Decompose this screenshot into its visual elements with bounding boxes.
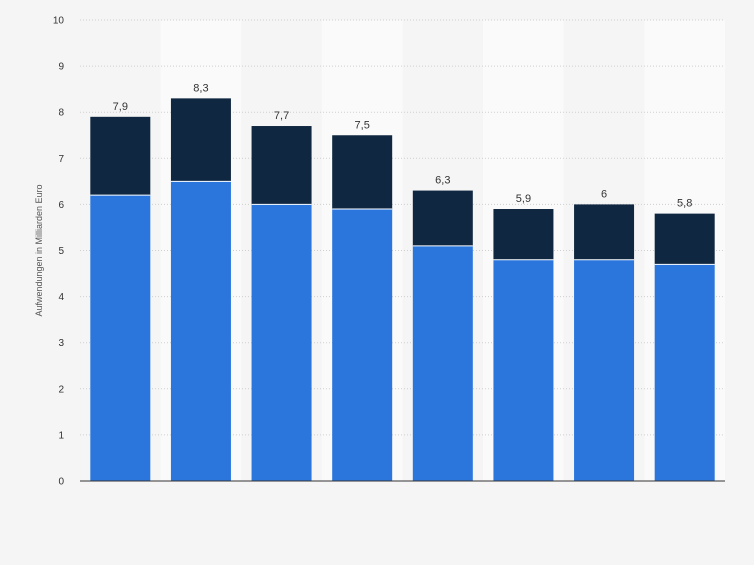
bar-segment-upper — [90, 116, 151, 196]
y-tick-label: 7 — [58, 154, 64, 165]
bar-segment-upper — [654, 213, 715, 265]
data-label: 7,7 — [274, 110, 289, 122]
y-axis-ticks: 0 1 2 3 4 5 6 7 8 9 10 — [53, 16, 65, 488]
y-tick-label: 8 — [58, 108, 64, 119]
bar-segment-lower — [90, 195, 151, 481]
data-label: 8,3 — [193, 82, 208, 94]
data-label: 6 — [601, 188, 607, 200]
bar-segment-upper — [251, 126, 312, 205]
bar-segment-upper — [412, 190, 473, 246]
y-tick-label: 1 — [58, 430, 64, 441]
bar-segment-upper — [170, 98, 231, 182]
bar-segment-upper — [493, 209, 554, 260]
data-label: 6,3 — [435, 175, 450, 187]
bar-segment-lower — [170, 181, 231, 481]
y-tick-label: 10 — [53, 16, 65, 27]
bar-segment-lower — [493, 259, 554, 481]
bar-segment-lower — [251, 204, 312, 481]
y-tick-label: 6 — [58, 200, 64, 211]
data-label: 5,8 — [677, 198, 692, 210]
data-labels: 7,9 8,3 7,7 7,5 6,3 5,9 6 5,8 — [113, 82, 693, 209]
y-tick-label: 4 — [58, 292, 64, 303]
bar-segment-lower — [412, 245, 473, 481]
y-tick-label: 9 — [58, 62, 64, 73]
y-tick-label: 0 — [58, 477, 64, 488]
bar-segment-lower — [574, 259, 635, 481]
bars — [90, 98, 715, 481]
bar-segment-lower — [654, 264, 715, 481]
y-tick-label: 5 — [58, 246, 64, 257]
y-tick-label: 3 — [58, 338, 64, 349]
data-label: 7,9 — [113, 101, 128, 113]
bar-segment-lower — [332, 209, 393, 481]
bar-segment-upper — [574, 204, 635, 260]
y-axis-title: Aufwendungen in Milliarden Euro — [34, 184, 44, 316]
y-tick-label: 2 — [58, 384, 64, 395]
bar-segment-upper — [332, 135, 393, 210]
data-label: 7,5 — [355, 119, 370, 131]
data-label: 5,9 — [516, 193, 531, 205]
